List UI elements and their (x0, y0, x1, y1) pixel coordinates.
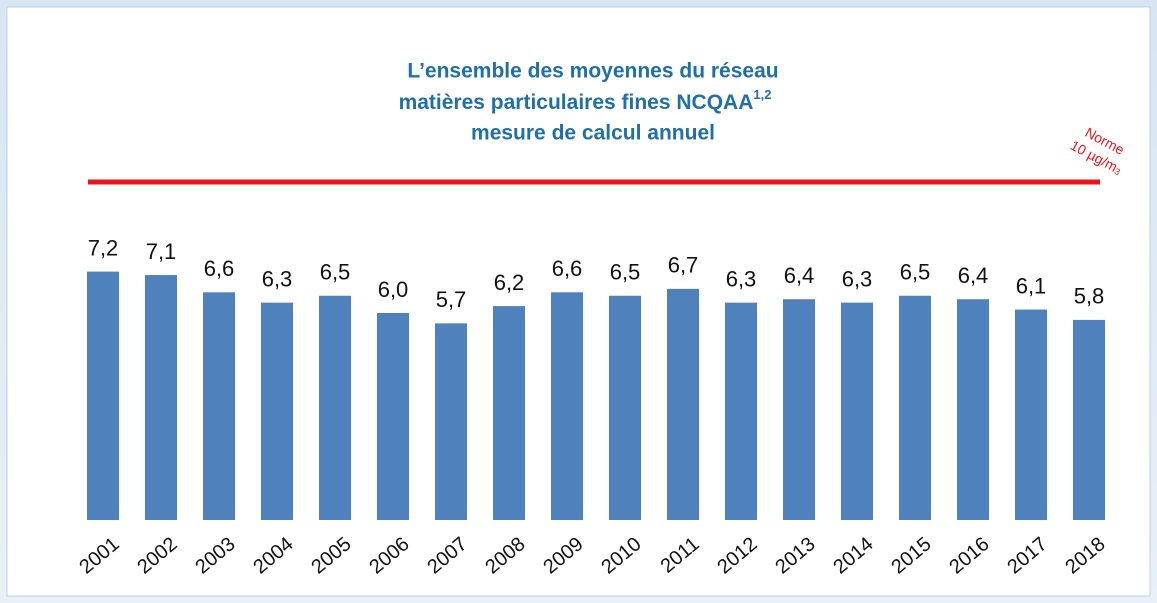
title-line: mesure de calcul annuel (471, 122, 715, 145)
chart-title: L’ensemble des moyennes du réseau matièr… (399, 60, 779, 145)
bar (725, 302, 757, 520)
value-label: 6,4 (958, 263, 989, 288)
value-label: 6,3 (726, 266, 757, 291)
bar (1015, 309, 1047, 520)
value-label: 6,5 (900, 260, 931, 285)
value-label: 6,3 (842, 266, 873, 291)
title-line: matières particulaires fines NCQAA1,2 (399, 87, 772, 113)
bar (493, 306, 525, 520)
bar (319, 295, 351, 520)
value-label: 6,3 (262, 266, 293, 291)
bar (841, 302, 873, 520)
bar (377, 313, 409, 520)
value-label: 6,6 (204, 256, 235, 281)
value-label: 6,1 (1016, 273, 1047, 298)
bar (203, 292, 235, 520)
value-label: 6,5 (610, 260, 641, 285)
value-label: 6,5 (320, 260, 351, 285)
value-label: 7,1 (146, 239, 177, 264)
value-label: 7,2 (88, 235, 119, 260)
value-label: 6,6 (552, 256, 583, 281)
value-label: 5,7 (436, 287, 467, 312)
bar (551, 292, 583, 520)
bar (899, 295, 931, 520)
norm-superscript: 3 (1113, 166, 1122, 177)
bar (435, 323, 467, 520)
bar (1073, 319, 1105, 520)
bar (87, 271, 119, 520)
bar (261, 302, 293, 520)
value-label: 5,8 (1074, 284, 1105, 309)
bar (783, 299, 815, 520)
bar (957, 299, 989, 520)
value-label: 6,4 (784, 263, 815, 288)
bar (667, 288, 699, 520)
value-label: 6,7 (668, 253, 699, 278)
title-superscript: 1,2 (753, 87, 771, 102)
title-line: L’ensemble des moyennes du réseau (407, 60, 778, 83)
value-label: 6,2 (494, 270, 525, 295)
bar (145, 275, 177, 520)
title-text: matières particulaires fines NCQAA (399, 91, 754, 114)
value-label: 6,0 (378, 277, 409, 302)
bar (609, 295, 641, 520)
